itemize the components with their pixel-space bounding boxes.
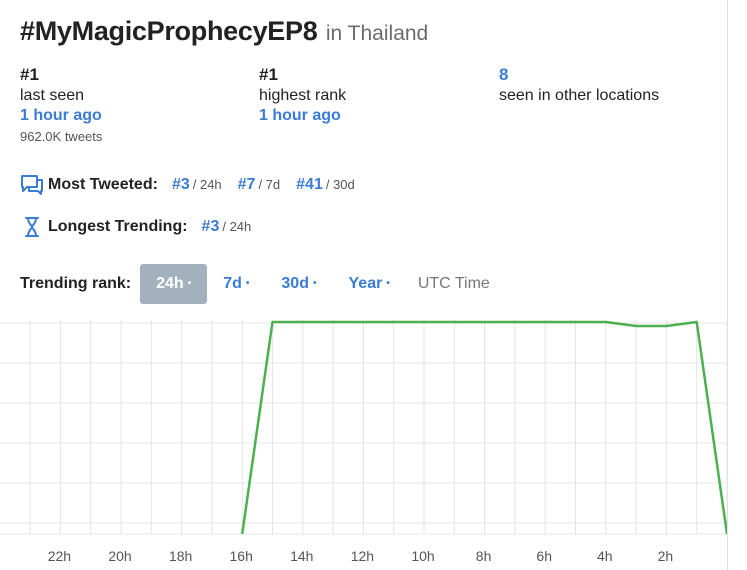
tab-7d[interactable]: 7d • <box>207 264 265 304</box>
hashtag-title: #MyMagicProphecyEP8 <box>20 16 318 46</box>
x-tick-label: 8h <box>476 548 492 564</box>
x-axis-ticks: 22h 20h 18h 16h 14h 12h 10h 8h 6h 4h 2h <box>48 548 673 564</box>
stat-label: seen in other locations <box>499 87 660 104</box>
tab-label: 24h <box>156 275 184 292</box>
trending-rank-controls: Trending rank: 24h • 7d • 30d • Year • UTC T… <box>20 264 490 304</box>
tab-year[interactable]: Year • <box>333 264 406 304</box>
stat-rank: #1 <box>20 65 39 84</box>
stat-label: last seen <box>20 87 85 104</box>
stat-label: highest rank <box>259 87 347 104</box>
metric-value: #7 <box>237 176 256 193</box>
hourglass-icon <box>20 215 44 239</box>
x-tick-label: 6h <box>536 548 552 564</box>
metric-period: / 7d <box>258 177 281 192</box>
rank-series-line <box>240 320 727 535</box>
trending-rank-chart: 22h 20h 18h 16h 14h 12h 10h 8h 6h 4h 2h <box>0 320 727 564</box>
most-tweeted-24h[interactable]: #3/ 24h <box>172 176 222 194</box>
tab-30d[interactable]: 30d • <box>265 264 332 304</box>
most-tweeted-7d[interactable]: #7/ 7d <box>238 176 280 194</box>
metric-value: #41 <box>296 176 323 193</box>
tab-label: 7d <box>223 275 242 292</box>
trend-title: #MyMagicProphecyEP8 in Thailand <box>20 16 428 47</box>
x-tick-label: 18h <box>169 548 192 564</box>
stat-time-link[interactable]: 1 hour ago <box>259 107 341 124</box>
most-tweeted-label: Most Tweeted: <box>48 176 158 193</box>
metric-value: #3 <box>171 176 190 193</box>
tab-dot: • <box>245 278 250 289</box>
stat-other-locations: 8 seen in other locations <box>499 64 659 106</box>
chat-bubbles-icon <box>20 173 44 197</box>
tab-label: Year <box>348 275 383 292</box>
most-tweeted-30d[interactable]: #41/ 30d <box>296 176 355 194</box>
tab-dot: • <box>187 278 192 289</box>
other-locations-count[interactable]: 8 <box>499 65 509 84</box>
metric-value: #3 <box>201 218 220 235</box>
metric-period: / 30d <box>325 177 355 192</box>
trend-panel: #MyMagicProphecyEP8 in Thailand #1 last … <box>0 0 728 570</box>
x-tick-label: 22h <box>48 548 71 564</box>
chart-grid <box>0 320 727 535</box>
tab-dot: • <box>312 278 317 289</box>
tab-24h[interactable]: 24h • <box>140 264 208 304</box>
chart-series <box>240 320 727 535</box>
tweet-count: 962.0K tweets <box>20 129 103 144</box>
x-tick-label: 20h <box>108 548 131 564</box>
metric-period: / 24h <box>192 177 222 192</box>
trending-rank-label: Trending rank: <box>20 275 132 292</box>
tab-label: 30d <box>281 275 309 292</box>
x-tick-label: 16h <box>230 548 253 564</box>
stat-rank: #1 <box>259 65 278 84</box>
most-tweeted-row: Most Tweeted: #3/ 24h #7/ 7d #41/ 30d <box>20 173 371 197</box>
metric-period: / 24h <box>222 219 252 234</box>
longest-trending-label: Longest Trending: <box>48 218 188 235</box>
longest-trending-row: Longest Trending: #3/ 24h <box>20 215 267 239</box>
location-label: in Thailand <box>325 22 429 45</box>
tab-dot: • <box>386 278 390 289</box>
x-tick-label: 10h <box>411 548 434 564</box>
x-tick-label: 14h <box>290 548 313 564</box>
x-tick-label: 4h <box>597 548 613 564</box>
x-tick-label: 12h <box>351 548 374 564</box>
stat-last-seen: #1 last seen 1 hour ago 962.0K tweets <box>20 64 102 148</box>
stat-time-link[interactable]: 1 hour ago <box>20 107 102 124</box>
stat-highest-rank: #1 highest rank 1 hour ago <box>259 64 346 126</box>
utc-time-toggle[interactable]: UTC Time <box>417 275 490 292</box>
x-tick-label: 2h <box>658 548 674 564</box>
longest-trending-24h[interactable]: #3/ 24h <box>202 218 252 236</box>
